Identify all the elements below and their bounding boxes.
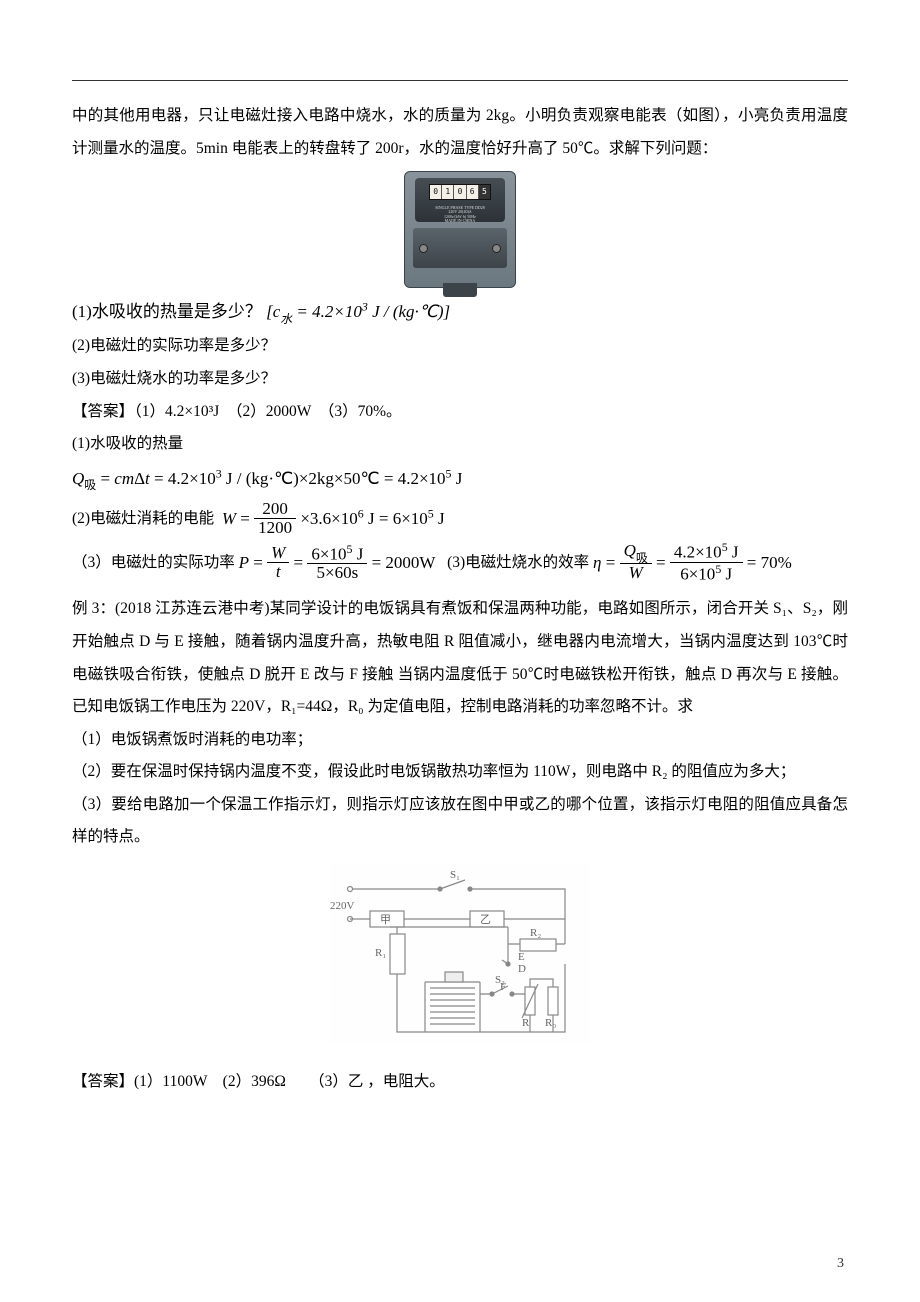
meter-label-line: MADE IN CHINA [425, 219, 495, 223]
frac-den: 6×105 J [670, 563, 743, 584]
circuit-label-jia: 甲 [380, 914, 391, 926]
frac-den: W [620, 564, 652, 582]
circuit-label-220v: 220V [330, 900, 355, 912]
frac-den: 5×60s [307, 564, 367, 582]
solution-3a-formula: P = W t = 6×105 J 5×60s = 2000W [239, 541, 436, 585]
solution-1-formula: Q吸 = cmΔt = 4.2×103 J / (kg·℃)×2kg×50℃ =… [72, 461, 848, 497]
frac: Q吸 W [620, 542, 652, 582]
solution-2-row: (2)电磁灶消耗的电能 W = 200 1200 ×3.6×106 J = 6×… [72, 497, 848, 541]
meter-body: 0 1 0 6 5 SINGLE PHASE TYPE DD28 220V 20… [404, 171, 516, 288]
meter-digit: 5 [479, 185, 490, 199]
meter-digit: 0 [430, 185, 442, 199]
circuit-label-r: R [522, 1017, 530, 1029]
circuit-label-e: E [518, 951, 525, 963]
question-1: (1)水吸收的热量是多少？ [c水 = 4.2×103 J / (kg·℃)] [72, 294, 848, 330]
q1-inline-formula: [c水 = 4.2×103 J / (kg·℃)] [266, 302, 450, 321]
frac: 200 1200 [254, 500, 296, 537]
meter-digit: 1 [442, 185, 454, 199]
frac-num: W [267, 544, 289, 563]
example-3-q3: （3）要给电路加一个保温工作指示灯，则指示灯应该放在图中甲或乙的哪个位置，该指示… [72, 789, 848, 854]
solution-3b-label: (3)电磁灶烧水的效率 [447, 543, 589, 583]
example-3-q2: （2）要在保温时保持锅内温度不变，假设此时电饭锅散热功率恒为 110W，则电路中… [72, 756, 848, 789]
page-content: 中的其他用电器，只让电磁灶接入电路中烧水，水的质量为 2kg。小明负责观察电能表… [72, 100, 848, 1099]
solution-3-row: （3）电磁灶的实际功率 P = W t = 6×105 J 5×60s = 20… [72, 541, 848, 585]
solution-2-label: (2)电磁灶消耗的电能 [72, 499, 214, 539]
frac-den: t [267, 563, 289, 581]
meter-label-block: SINGLE PHASE TYPE DD28 220V 20(40)A 1200… [425, 206, 495, 224]
solution-3a-label: （3）电磁灶的实际功率 [72, 543, 235, 583]
circuit-label-yi: 乙 [480, 913, 491, 926]
circuit-label-s1: S₁ [450, 869, 460, 881]
frac-num: 4.2×105 J [670, 541, 743, 563]
solution-1-label: (1)水吸收的热量 [72, 428, 848, 461]
q1-label: (1)水吸收的热量是多少？ [72, 302, 262, 321]
circuit-label-r1: R₁ [375, 947, 386, 959]
meter-disk [413, 228, 507, 268]
opening-paragraph: 中的其他用电器，只让电磁灶接入电路中烧水，水的质量为 2kg。小明负责观察电能表… [72, 100, 848, 165]
electromagnet-coil [425, 972, 480, 1032]
circuit-label-s2: S₂ [495, 974, 505, 986]
meter-top-panel: 0 1 0 6 5 SINGLE PHASE TYPE DD28 220V 20… [415, 178, 505, 222]
frac-num: 200 [254, 500, 296, 519]
answer-line: 【答案】（1）4.2×10³J （2）2000W （3）70%。 [72, 396, 848, 429]
meter-digit: 6 [467, 185, 479, 199]
frac: 4.2×105 J 6×105 J [670, 541, 743, 583]
solution-3b-formula: η = Q吸 W = 4.2×105 J 6×105 J = 70% [593, 541, 792, 585]
solution-2-formula: W = 200 1200 ×3.6×106 J = 6×105 J [222, 497, 445, 541]
circuit-label-d: D [518, 963, 526, 975]
frac-num: 6×105 J [307, 543, 367, 565]
meter-digits-window: 0 1 0 6 5 [429, 184, 491, 200]
circuit-svg: S₁ 220V 甲 乙 R₂ [330, 864, 590, 1044]
circuit-figure-wrap: S₁ 220V 甲 乙 R₂ [72, 864, 848, 1057]
question-2: (2)电磁灶的实际功率是多少？ [72, 330, 848, 363]
question-3: (3)电磁灶烧水的功率是多少？ [72, 363, 848, 396]
page-number: 3 [837, 1256, 844, 1272]
circuit-label-r0: R₀ [545, 1017, 556, 1029]
frac: 6×105 J 5×60s [307, 543, 367, 582]
energy-meter-figure: 0 1 0 6 5 SINGLE PHASE TYPE DD28 220V 20… [404, 171, 516, 288]
example-3-answer: 【答案】(1）1100W (2）396Ω （3）乙 ，电阻大。 [72, 1066, 848, 1099]
example-3-paragraph: 例 3：(2018 江苏连云港中考)某同学设计的电饭锅具有煮饭和保温两种功能，电… [72, 593, 848, 723]
circuit-label-r2: R₂ [530, 927, 541, 939]
example-3-q1: （1）电饭锅煮饭时消耗的电功率； [72, 724, 848, 757]
frac-den: 1200 [254, 519, 296, 537]
meter-figure-wrap: 0 1 0 6 5 SINGLE PHASE TYPE DD28 220V 20… [72, 171, 848, 288]
frac-num: Q吸 [620, 542, 652, 564]
circuit-figure: S₁ 220V 甲 乙 R₂ [330, 864, 590, 1044]
meter-digit: 0 [454, 185, 466, 199]
frac: W t [267, 544, 289, 581]
top-rule [72, 80, 848, 81]
meter-stub [443, 283, 477, 297]
